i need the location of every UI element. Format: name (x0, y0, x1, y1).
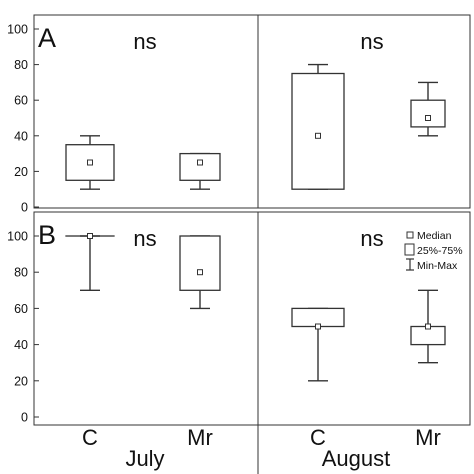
legend-median-label: Median (417, 230, 452, 242)
significance-label: ns (360, 226, 383, 251)
median-marker (425, 323, 431, 330)
median-marker (315, 132, 321, 139)
legend-minmax-label: Min-Max (417, 260, 458, 272)
significance-label: ns (133, 29, 156, 54)
y-tick-label: 0 (21, 201, 28, 215)
median-marker (425, 115, 431, 121)
significance-label: ns (133, 226, 156, 251)
x-category-label: C (82, 425, 98, 450)
y-tick-label: 80 (14, 58, 28, 72)
legend-median-symbol (406, 231, 414, 239)
legend-box-symbol (404, 243, 415, 256)
median-marker (87, 233, 93, 239)
y-tick-label: 60 (14, 302, 28, 316)
median-marker (87, 159, 93, 166)
y-tick-label: 100 (7, 23, 28, 37)
panel-label: A (38, 23, 56, 53)
x-month-label: August (322, 446, 391, 471)
panel-frame (33, 211, 471, 426)
panel-label: B (38, 220, 56, 250)
iqr-box (179, 152, 221, 181)
y-tick-label: 20 (14, 374, 28, 388)
y-tick-label: 40 (14, 338, 28, 352)
significance-label: ns (360, 29, 383, 54)
x-category-label: Mr (187, 425, 213, 450)
y-tick-label: 100 (7, 230, 28, 244)
y-tick-label: 20 (14, 165, 28, 179)
panel-frame (33, 14, 471, 209)
iqr-box (410, 99, 446, 128)
median-marker (315, 323, 321, 330)
y-tick-label: 0 (21, 411, 28, 425)
median-marker (197, 269, 203, 276)
x-month-label: July (125, 446, 164, 471)
iqr-box (291, 72, 345, 190)
y-tick-label: 80 (14, 266, 28, 280)
x-category-label: C (310, 425, 326, 450)
y-tick-label: 40 (14, 129, 28, 143)
iqr-box (179, 235, 221, 291)
x-category-label: Mr (415, 425, 441, 450)
y-tick-label: 60 (14, 94, 28, 108)
median-marker (197, 159, 203, 166)
legend-box-label: 25%-75% (417, 245, 463, 257)
